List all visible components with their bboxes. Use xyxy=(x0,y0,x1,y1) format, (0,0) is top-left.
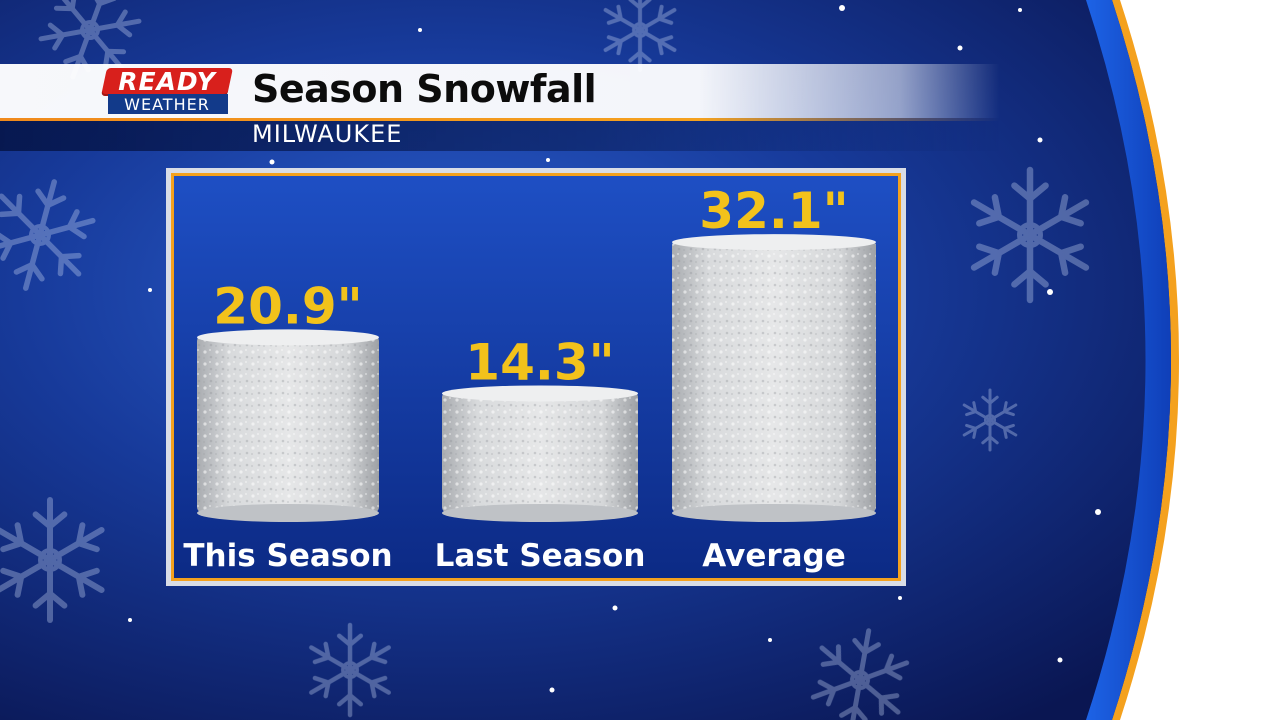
logo-ready-text: READY xyxy=(118,67,216,96)
logo-weather-text: WEATHER xyxy=(124,95,210,114)
snow-bar-1 xyxy=(197,329,379,522)
ready-weather-logo: READY WEATHER xyxy=(100,66,234,116)
snow-bar-base xyxy=(197,504,379,522)
snow-bar-top xyxy=(197,329,379,346)
value-label-2: 14.3" xyxy=(465,333,614,391)
subtitle-bar xyxy=(0,121,1000,151)
page-title: Season Snowfall xyxy=(252,67,597,111)
snow-bar-texture xyxy=(672,240,876,513)
value-label-1: 20.9" xyxy=(213,277,362,335)
snow-bar-texture xyxy=(197,335,379,513)
location-subtitle: MILWAUKEE xyxy=(252,120,403,148)
category-label-3: Average xyxy=(702,538,846,574)
snow-bar-2 xyxy=(442,385,638,522)
snow-bar-base xyxy=(442,504,638,522)
snow-bar-texture xyxy=(442,391,638,513)
value-label-3: 32.1" xyxy=(699,182,848,240)
snow-bar-3 xyxy=(672,234,876,522)
category-label-2: Last Season xyxy=(435,538,646,574)
snowfall-chart: 20.9" This Season 14.3" Last Season 32.1" Ave… xyxy=(166,168,906,586)
snow-bar-base xyxy=(672,504,876,522)
header-accent-line xyxy=(0,118,1000,121)
logo-weather-badge xyxy=(108,94,228,114)
snow-bar-top xyxy=(672,234,876,251)
category-label-1: This Season xyxy=(183,538,392,574)
snow-bar-top xyxy=(442,385,638,402)
